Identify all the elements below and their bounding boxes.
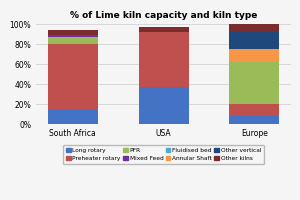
Bar: [139, 32, 188, 87]
Bar: [48, 35, 98, 37]
Legend: Long rotary, Preheater rotary, PFR, Mixed Feed, Fluidised bed, Annular Shaft, Ot: Long rotary, Preheater rotary, PFR, Mixe…: [63, 145, 264, 164]
Bar: [48, 109, 98, 124]
Bar: [139, 87, 188, 124]
Bar: [230, 24, 279, 32]
Bar: [139, 27, 188, 32]
Bar: [48, 30, 98, 35]
Bar: [48, 44, 98, 109]
Bar: [230, 104, 279, 116]
Bar: [230, 116, 279, 124]
Bar: [230, 62, 279, 104]
Bar: [48, 37, 98, 44]
Title: % of Lime kiln capacity and kiln type: % of Lime kiln capacity and kiln type: [70, 11, 257, 20]
Bar: [230, 32, 279, 49]
Bar: [230, 49, 279, 62]
